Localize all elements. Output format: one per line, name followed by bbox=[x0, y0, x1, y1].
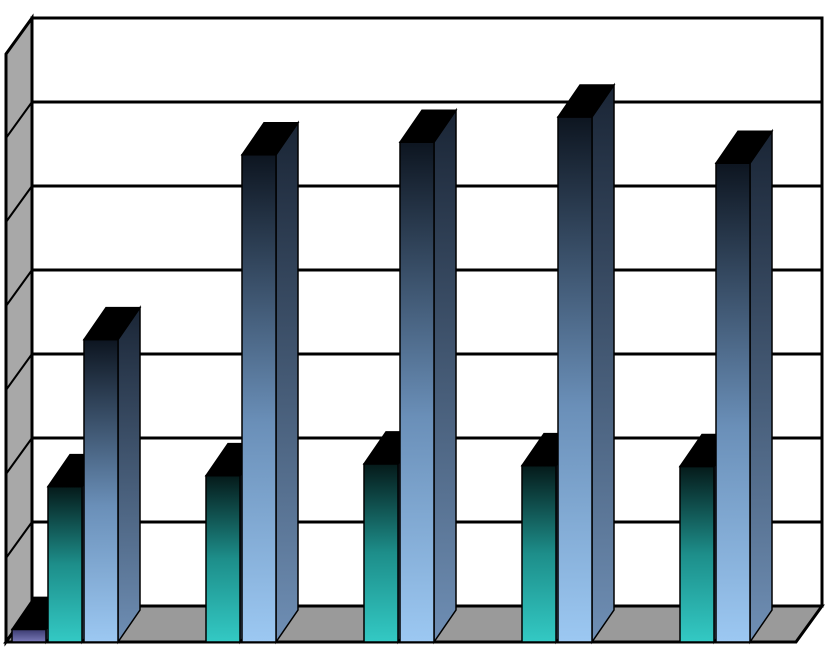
gridline-side bbox=[5, 437, 33, 475]
gridline-side bbox=[5, 353, 33, 391]
bar-top bbox=[556, 84, 616, 118]
bar-top bbox=[82, 306, 142, 341]
bar-front bbox=[11, 628, 47, 643]
gridline-side bbox=[5, 101, 33, 139]
bar bbox=[714, 128, 774, 645]
bar-front bbox=[399, 141, 435, 643]
bar-front bbox=[557, 116, 593, 643]
bar bbox=[556, 82, 616, 645]
gridline-side bbox=[5, 185, 33, 223]
bars bbox=[10, 82, 774, 645]
bar-side bbox=[749, 128, 773, 645]
bar-front bbox=[715, 162, 751, 643]
bar-side bbox=[591, 82, 615, 645]
bar-side bbox=[117, 305, 141, 645]
bar bbox=[82, 305, 142, 645]
bar-front bbox=[679, 465, 715, 643]
bar bbox=[398, 107, 458, 645]
bar-top bbox=[240, 122, 300, 156]
gridline-side bbox=[5, 521, 33, 559]
bar-front bbox=[521, 464, 557, 643]
bar-top bbox=[398, 109, 458, 143]
gridline-side bbox=[5, 269, 33, 307]
bar-front bbox=[205, 474, 241, 643]
bar-front bbox=[47, 485, 83, 643]
bar-front bbox=[83, 338, 119, 643]
bar-side bbox=[433, 107, 457, 645]
bar-front bbox=[241, 154, 277, 643]
bar-side bbox=[275, 120, 299, 645]
side-wall bbox=[4, 13, 34, 647]
bar bbox=[240, 120, 300, 645]
bar-top bbox=[714, 130, 774, 164]
bar-front bbox=[363, 463, 399, 643]
